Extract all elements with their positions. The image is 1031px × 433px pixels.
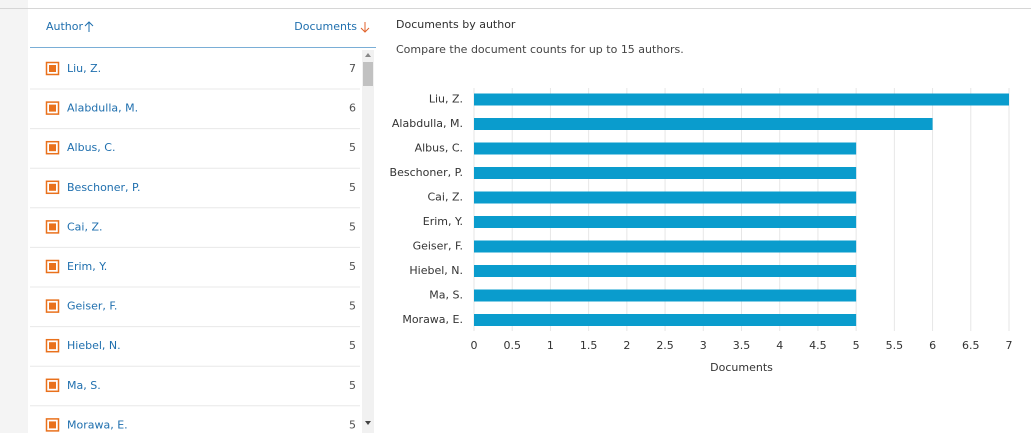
y-tick-label: Ma, S. [429, 289, 463, 302]
x-tick-label: 4.5 [809, 339, 827, 352]
chart-subtitle: Compare the document counts for up to 15… [396, 43, 684, 56]
y-tick-label: Cai, Z. [427, 191, 463, 204]
x-tick-label: 0 [471, 339, 478, 352]
sort-up-icon [84, 21, 94, 32]
author-name[interactable]: Liu, Z. [67, 62, 101, 75]
checkbox-fill [49, 302, 56, 310]
checkbox-fill [49, 183, 56, 191]
y-tick-label: Morawa, E. [402, 313, 463, 326]
bar [474, 314, 857, 326]
checkbox-fill [49, 381, 56, 389]
y-tick-label: Liu, Z. [429, 93, 463, 106]
author-name[interactable]: Cai, Z. [67, 220, 103, 233]
x-tick-label: 3 [700, 339, 707, 352]
x-tick-label: 5.5 [886, 339, 904, 352]
chart-title: Documents by author [396, 18, 516, 31]
y-tick-label: Hiebel, N. [409, 264, 463, 277]
y-tick-label: Alabdulla, M. [392, 117, 463, 130]
author-name[interactable]: Morawa, E. [67, 418, 128, 431]
document-count: 5 [349, 339, 356, 352]
bar [474, 93, 1009, 106]
document-count: 5 [349, 260, 356, 273]
bar [474, 142, 857, 155]
bar [474, 289, 857, 302]
bar [474, 191, 857, 204]
y-tick-label: Albus, C. [415, 142, 463, 155]
checkbox-fill [49, 263, 56, 270]
y-tick-label: Erim, Y. [423, 215, 463, 228]
y-tick-label: Geiser, F. [413, 240, 463, 253]
checkbox-fill [49, 65, 56, 72]
x-tick-label: 4 [776, 339, 783, 352]
author-name[interactable]: Alabdulla, M. [67, 102, 138, 115]
bar [474, 118, 933, 130]
documents-header[interactable]: Documents [294, 20, 357, 33]
checkbox-fill [49, 421, 56, 429]
document-count: 5 [349, 220, 356, 233]
author-header[interactable]: Author [46, 20, 84, 33]
sort-down-icon [360, 22, 370, 33]
x-tick-label: 2.5 [656, 339, 674, 352]
x-tick-label: 1 [547, 339, 554, 352]
document-count: 5 [349, 300, 356, 313]
x-tick-label: 6 [929, 339, 936, 352]
scroll-down[interactable] [365, 421, 371, 425]
checkbox-fill [49, 104, 56, 112]
scrollbar-thumb[interactable] [363, 62, 373, 86]
x-tick-label: 0.5 [503, 339, 521, 352]
document-count: 5 [349, 418, 356, 431]
author-name[interactable]: Hiebel, N. [67, 339, 121, 352]
author-name[interactable]: Beschoner, P. [67, 181, 140, 194]
bar [474, 216, 857, 228]
left-gutter [0, 0, 28, 433]
document-count: 6 [349, 102, 356, 115]
x-tick-label: 1.5 [580, 339, 598, 352]
bar [474, 167, 857, 179]
bar [474, 240, 857, 253]
author-name[interactable]: Albus, C. [67, 141, 115, 154]
checkbox-fill [49, 223, 56, 231]
x-tick-label: 3.5 [733, 339, 751, 352]
y-tick-label: Beschoner, P. [390, 166, 463, 179]
x-tick-label: 7 [1006, 339, 1013, 352]
x-tick-label: 6.5 [962, 339, 980, 352]
document-count: 5 [349, 379, 356, 392]
document-count: 5 [349, 141, 356, 154]
x-tick-label: 5 [853, 339, 860, 352]
x-tick-label: 2 [623, 339, 630, 352]
author-name[interactable]: Erim, Y. [67, 260, 107, 273]
author-name[interactable]: Geiser, F. [67, 300, 117, 313]
author-name[interactable]: Ma, S. [67, 379, 101, 392]
scroll-up[interactable] [365, 53, 371, 57]
scrollbar-track[interactable] [362, 50, 374, 433]
bar [474, 265, 857, 277]
checkbox-fill [49, 342, 56, 350]
document-count: 5 [349, 181, 356, 194]
document-count: 7 [349, 62, 356, 75]
checkbox-fill [49, 144, 56, 152]
x-axis-label: Documents [710, 361, 773, 374]
